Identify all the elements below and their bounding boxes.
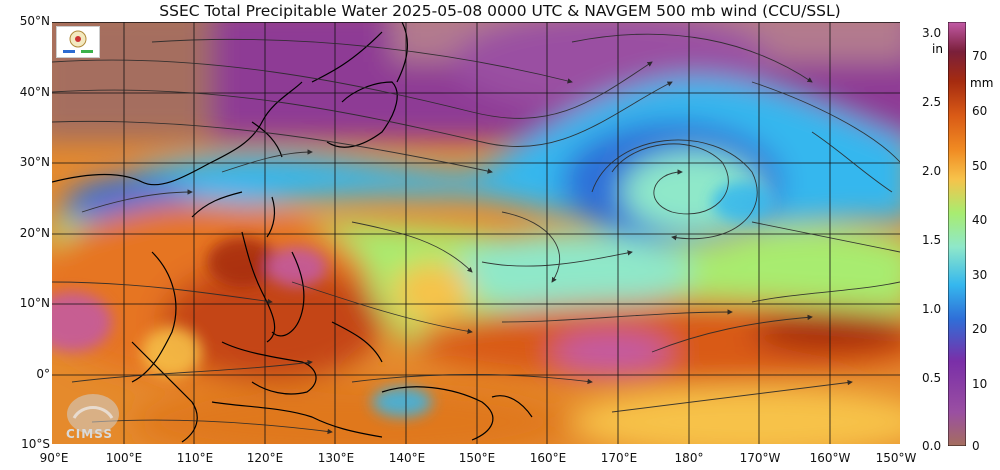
graticule xyxy=(52,22,900,444)
tick-mm-0: 0 xyxy=(972,439,980,453)
lon-label-170e: 170°E xyxy=(600,451,638,465)
tick-in-2-5: 2.5 xyxy=(922,95,942,109)
lat-label-30n: 30°N xyxy=(19,155,50,169)
tick-in-1-5: 1.5 xyxy=(922,233,942,247)
lon-label-120e: 120°E xyxy=(246,451,284,465)
lat-label-50n: 50°N xyxy=(19,14,50,28)
lon-label-130e: 130°E xyxy=(317,451,355,465)
tick-mm-70: 70 xyxy=(972,49,988,63)
tick-in-3-0: 3.0 xyxy=(922,26,942,40)
colorbar xyxy=(948,22,966,446)
lon-label-150e: 150°E xyxy=(458,451,496,465)
cimss-label: CIMSS xyxy=(66,427,113,441)
ssec-logo xyxy=(56,26,100,58)
coastlines xyxy=(52,22,533,443)
tick-in-2-0: 2.0 xyxy=(922,164,942,178)
tick-mm-60: 60 xyxy=(972,104,988,118)
lon-label-160e: 160°E xyxy=(529,451,567,465)
tick-mm-20: 20 xyxy=(972,322,988,336)
wind-streamlines xyxy=(52,33,900,435)
cimss-logo xyxy=(60,392,130,446)
lon-label-140e: 140°E xyxy=(388,451,426,465)
tick-in-0-5: 0.5 xyxy=(922,371,942,385)
tick-mm-30: 30 xyxy=(972,268,988,282)
lon-label-160w: 160°W xyxy=(809,451,851,465)
lon-label-90e: 90°E xyxy=(39,451,69,465)
lat-label-10s: 10°S xyxy=(21,437,50,451)
tick-mm-10: 10 xyxy=(972,377,988,391)
lon-label-110e: 110°E xyxy=(176,451,214,465)
lat-label-equator: 0° xyxy=(36,367,50,381)
moisture-detail xyxy=(52,182,772,417)
lat-label-10n: 10°N xyxy=(19,296,50,310)
lon-label-100e: 100°E xyxy=(105,451,143,465)
tick-mm-40: 40 xyxy=(972,213,988,227)
lon-label-170w: 170°W xyxy=(739,451,781,465)
colorbar-unit-in: in xyxy=(932,42,943,56)
lat-label-20n: 20°N xyxy=(19,226,50,240)
tick-in-1-0: 1.0 xyxy=(922,302,942,316)
colorbar-unit-mm: mm xyxy=(970,76,994,90)
tick-mm-50: 50 xyxy=(972,159,988,173)
tick-in-0-0: 0.0 xyxy=(922,439,942,453)
page-title: SSEC Total Precipitable Water 2025-05-08… xyxy=(159,2,841,20)
lon-label-150w: 150°W xyxy=(875,451,917,465)
lon-label-180: 180° xyxy=(674,451,704,465)
map-canvas xyxy=(52,22,900,444)
precipitable-water-map xyxy=(52,22,900,444)
lat-label-40n: 40°N xyxy=(19,85,50,99)
